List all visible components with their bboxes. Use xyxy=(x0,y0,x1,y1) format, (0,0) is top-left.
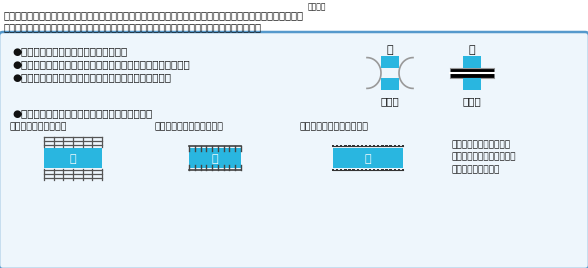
Bar xyxy=(348,145,350,147)
Text: ●下流に行くほど（低いところに行くほど）、幅は広くなる。: ●下流に行くほど（低いところに行くほど）、幅は広くなる。 xyxy=(12,59,190,69)
Bar xyxy=(344,145,346,147)
Bar xyxy=(352,169,355,171)
Text: 川: 川 xyxy=(70,154,76,164)
Bar xyxy=(332,169,334,171)
Text: 擁壁は河川の両側をコン
クリートで固めたりして強
化した堤防の一種。: 擁壁は河川の両側をコン クリートで固めたりして強 化した堤防の一種。 xyxy=(452,140,516,174)
Bar xyxy=(369,169,371,171)
Text: ようへき: ようへき xyxy=(308,2,326,11)
Text: 川: 川 xyxy=(365,154,371,164)
Bar xyxy=(402,145,404,147)
Bar xyxy=(389,145,392,147)
FancyBboxPatch shape xyxy=(0,32,588,268)
Bar xyxy=(332,145,334,147)
Text: 川: 川 xyxy=(212,154,218,164)
Text: 鉄道橋: 鉄道橋 xyxy=(463,96,482,106)
Text: ●途中に「橋」を表す地図記号が見られる場合が多い。: ●途中に「橋」を表す地図記号が見られる場合が多い。 xyxy=(12,72,171,82)
Text: ●次のような地形図記号が見られることも多い。: ●次のような地形図記号が見られることも多い。 xyxy=(12,108,152,118)
Bar xyxy=(336,145,338,147)
Bar xyxy=(352,145,355,147)
Text: これらは、川の両側を高くしたりすることで、洪水を防いだりするために建設されたものです。: これらは、川の両側を高くしたりすることで、洪水を防いだりするために建設されたもの… xyxy=(3,22,261,32)
Bar xyxy=(360,169,363,171)
Text: 川: 川 xyxy=(387,45,393,55)
Bar xyxy=(365,169,367,171)
Bar xyxy=(393,145,396,147)
Bar xyxy=(373,145,375,147)
Bar xyxy=(381,169,383,171)
Bar xyxy=(189,148,241,168)
Bar xyxy=(333,148,403,168)
Bar xyxy=(381,145,383,147)
Bar xyxy=(356,169,359,171)
Bar xyxy=(381,56,399,68)
Text: 道路橋: 道路橋 xyxy=(380,96,399,106)
Bar xyxy=(44,148,102,168)
Bar xyxy=(360,145,363,147)
Bar xyxy=(340,169,342,171)
Bar xyxy=(377,169,379,171)
Bar xyxy=(397,145,400,147)
Bar xyxy=(377,145,379,147)
Text: ●高いところから低いところへ流れる。: ●高いところから低いところへ流れる。 xyxy=(12,46,127,56)
Text: 〈〈　土堤（堤防）　〉〉: 〈〈 土堤（堤防） 〉〉 xyxy=(155,122,224,131)
Bar xyxy=(344,169,346,171)
Text: 川: 川 xyxy=(469,45,475,55)
Bar xyxy=(348,169,350,171)
Bar xyxy=(340,145,342,147)
Bar xyxy=(336,169,338,171)
Bar xyxy=(385,145,387,147)
Text: 〈〈　土のがけ　〉〉: 〈〈 土のがけ 〉〉 xyxy=(10,122,68,131)
Bar xyxy=(381,78,399,90)
Text: 〈〈　擁壁（護岸）　〉〉: 〈〈 擁壁（護岸） 〉〉 xyxy=(300,122,369,131)
Bar xyxy=(356,145,359,147)
Bar xyxy=(463,56,481,68)
Bar xyxy=(402,169,404,171)
Bar xyxy=(393,169,396,171)
Bar xyxy=(373,169,375,171)
Bar xyxy=(385,169,387,171)
Bar xyxy=(389,169,392,171)
Bar xyxy=(369,145,371,147)
Bar xyxy=(463,78,481,90)
Bar xyxy=(397,169,400,171)
Bar xyxy=(365,145,367,147)
Text: ちなみに、川のまわりには、「土（の）がけ」・「土堤（堤防）」・「擁壁（護岸）」などが多く見られます。: ちなみに、川のまわりには、「土（の）がけ」・「土堤（堤防）」・「擁壁（護岸）」な… xyxy=(3,10,303,20)
